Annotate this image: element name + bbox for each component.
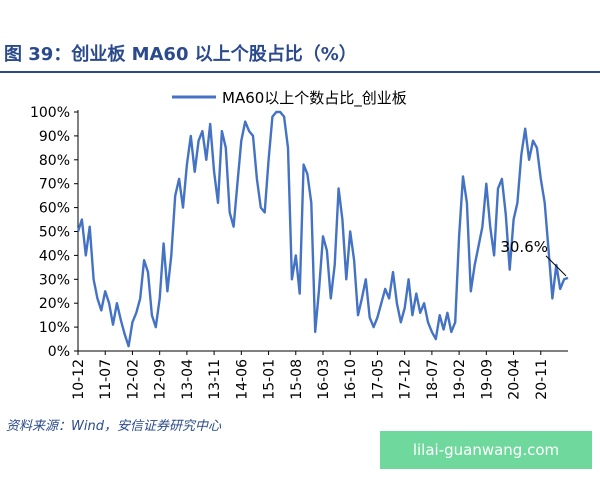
y-tick-label: 40% <box>39 248 70 264</box>
x-tick-label: 20-04 <box>507 359 523 400</box>
x-tick-label: 15-01 <box>262 359 278 400</box>
y-tick-label: 80% <box>39 153 70 169</box>
legend: MA60以上个数占比_创业板 <box>172 89 407 108</box>
source-note: 资料来源：Wind，安信证券研究中心 <box>6 419 221 434</box>
plot-area <box>76 110 569 348</box>
x-tick-label: 17-12 <box>398 359 414 400</box>
y-axis: 0% 10% 20% 30% 40% 50% 60% 70% 80% 90% 100% <box>30 105 79 360</box>
annotations: 30.6% <box>500 238 567 277</box>
x-tick-label: 19-02 <box>452 359 468 400</box>
x-axis: 10-12 11-07 12-02 12-09 13-04 13-11 14-06 15-01… <box>71 350 568 400</box>
title-divider <box>0 71 600 73</box>
legend-label: MA60以上个数占比_创业板 <box>222 89 407 108</box>
y-tick-label: 100% <box>30 105 70 121</box>
y-tick-label: 50% <box>39 225 70 241</box>
line-chart: MA60以上个数占比_创业板 0% 10% 20% 30% 40% 50% 60% 70% 80… <box>30 89 569 400</box>
x-tick-label: 12-09 <box>153 359 169 400</box>
annotation-label: 30.6% <box>500 238 548 256</box>
x-tick-label: 16-03 <box>316 359 332 400</box>
x-tick-label: 15-08 <box>289 359 305 400</box>
annotation-leader <box>545 255 567 277</box>
y-tick-label: 70% <box>39 177 70 193</box>
x-tick-label: 12-02 <box>125 359 141 400</box>
x-tick-label: 11-07 <box>98 359 114 400</box>
y-tick-label: 90% <box>39 129 70 145</box>
x-tick-label: 19-09 <box>479 359 495 400</box>
series-line <box>76 110 569 348</box>
x-tick-label: 16-10 <box>343 359 359 400</box>
y-tick-label: 30% <box>39 272 70 288</box>
y-tick-label: 10% <box>39 320 70 336</box>
figure-title: 图 39：创业板 MA60 以上个股占比（%） <box>4 44 357 65</box>
x-tick-label: 17-05 <box>370 359 386 400</box>
x-tick-label: 10-12 <box>71 359 87 400</box>
x-tick-label: 14-06 <box>234 359 250 400</box>
y-tick-label: 20% <box>39 296 70 312</box>
x-tick-label: 18-07 <box>425 359 441 400</box>
y-tick-label: 0% <box>48 344 70 360</box>
y-tick-label: 60% <box>39 201 70 217</box>
x-tick-label: 13-11 <box>207 359 223 400</box>
x-tick-label: 20-11 <box>534 359 550 400</box>
watermark-link[interactable]: lilai-guanwang.com <box>380 431 592 469</box>
x-tick-label: 13-04 <box>180 359 196 400</box>
